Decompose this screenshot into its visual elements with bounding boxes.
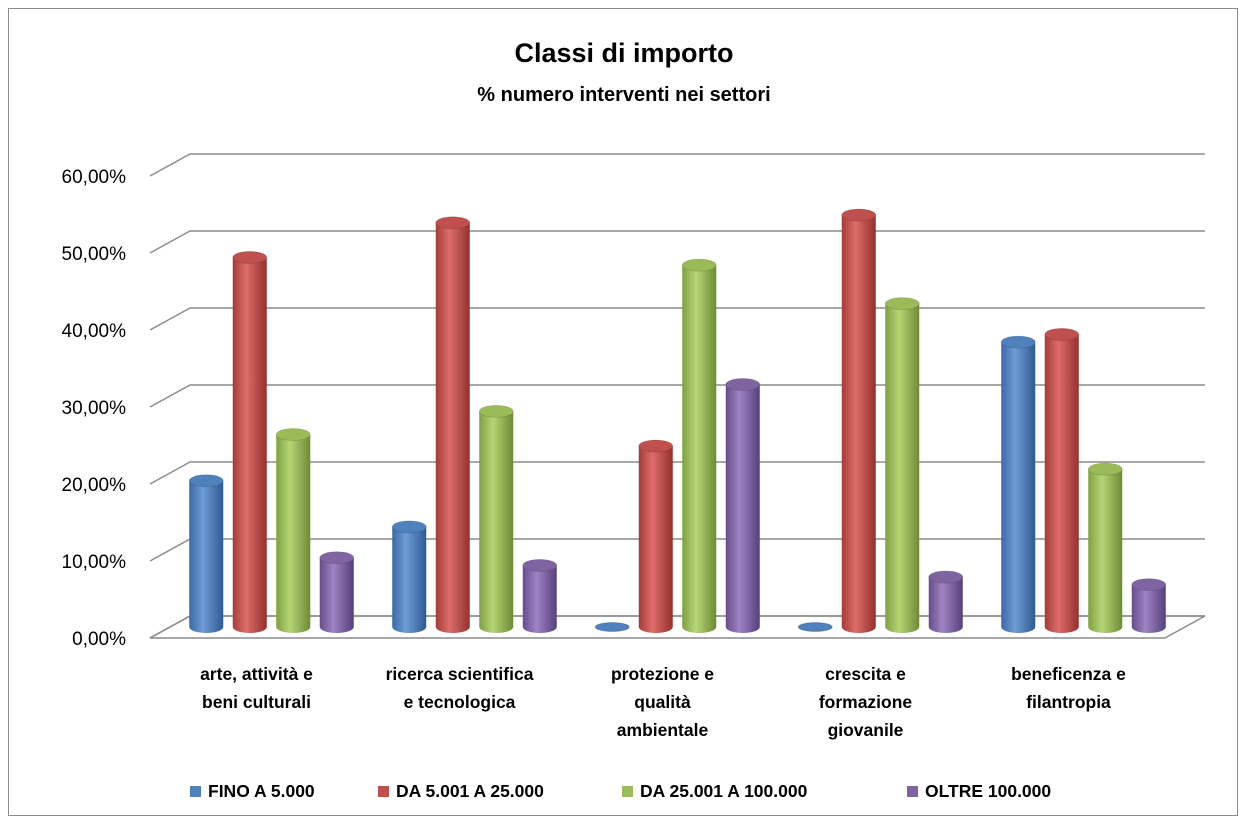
legend-swatch	[907, 786, 918, 797]
bar-body	[638, 446, 673, 633]
bar-top	[638, 439, 674, 453]
bar-body	[1001, 342, 1036, 633]
bar	[1000, 335, 1036, 633]
legend-label: FINO A 5.000	[208, 781, 315, 801]
bar-body	[522, 565, 557, 633]
bar-top	[1087, 462, 1123, 476]
bar-body	[189, 480, 224, 633]
x-category-label: beneficenza e filantropia	[1011, 664, 1126, 712]
y-tick-label: 60,00%	[62, 167, 127, 188]
bar-top	[1044, 327, 1080, 341]
x-category-label: crescita e formazione giovanile	[819, 664, 913, 740]
bar-top	[232, 250, 268, 264]
bar-top	[522, 559, 558, 572]
bar-body	[682, 265, 717, 633]
x-category-label: ricerca scientifica e tecnologica	[386, 664, 534, 712]
bar-body	[1131, 584, 1166, 633]
bar-top	[725, 378, 761, 391]
legend-item: DA 5.001 A 25.000	[378, 781, 544, 801]
bar-body	[885, 303, 920, 633]
gridline	[149, 153, 1205, 177]
bar-body	[841, 215, 876, 634]
x-category-label: protezione e qualità ambientale	[611, 664, 714, 740]
legend-label: DA 5.001 A 25.000	[396, 781, 544, 801]
bar-top	[275, 428, 311, 441]
bar	[1087, 462, 1123, 633]
bar-top	[319, 551, 355, 565]
y-tick-label: 10,00%	[62, 552, 127, 573]
bar-body	[276, 434, 311, 633]
chart-title: Classi di importo	[514, 38, 734, 68]
bar-top	[797, 622, 833, 632]
bar	[478, 404, 514, 633]
bar-body	[392, 526, 427, 633]
bar	[884, 297, 920, 633]
legend-item: OLTRE 100.000	[907, 781, 1051, 801]
bar-top	[884, 297, 920, 311]
bar	[1131, 578, 1167, 633]
legend-swatch	[378, 786, 389, 797]
bar	[391, 520, 427, 633]
y-tick-label: 30,00%	[62, 398, 127, 419]
y-tick-label: 0,00%	[72, 629, 126, 650]
legend-label: DA 25.001 A 100.000	[640, 781, 808, 801]
chart-subtitle: % numero interventi nei settori	[477, 84, 771, 106]
bar	[319, 551, 355, 633]
bar-top	[188, 474, 224, 488]
bar	[725, 378, 761, 633]
bar-body	[319, 557, 354, 633]
bar-body	[232, 257, 267, 633]
bar	[188, 474, 224, 633]
bar	[522, 559, 558, 633]
bar-body	[435, 222, 470, 633]
bar-body	[928, 576, 963, 633]
bar-top	[478, 404, 514, 418]
bar-top	[435, 216, 471, 230]
bar-body	[1044, 334, 1079, 633]
bar-body	[1088, 469, 1123, 633]
legend-swatch	[622, 786, 633, 797]
bar	[841, 208, 877, 634]
bar	[232, 250, 268, 633]
bar-top	[681, 258, 717, 272]
legend-label: OLTRE 100.000	[925, 781, 1051, 801]
bar-top	[1000, 335, 1036, 349]
legend-swatch	[190, 786, 201, 797]
bar	[797, 622, 833, 632]
y-tick-label: 50,00%	[62, 244, 127, 265]
x-category-label: arte, attività e beni culturali	[200, 664, 313, 712]
gridline	[149, 307, 1205, 331]
bar	[681, 258, 717, 633]
bar	[1044, 327, 1080, 633]
bar-top	[594, 622, 630, 632]
bar	[638, 439, 674, 633]
legend-item: FINO A 5.000	[190, 781, 315, 801]
bar-top	[841, 208, 877, 222]
y-tick-label: 40,00%	[62, 321, 127, 342]
bar-body	[479, 411, 514, 633]
legend-item: DA 25.001 A 100.000	[622, 781, 808, 801]
bar	[435, 216, 471, 633]
bar	[275, 428, 311, 633]
bar-body	[725, 384, 760, 633]
y-tick-label: 20,00%	[62, 475, 127, 496]
bar	[594, 622, 630, 632]
bar-top	[928, 570, 964, 584]
bar-top	[1131, 578, 1167, 592]
bar	[928, 570, 964, 633]
gridline	[149, 230, 1205, 254]
bar-top	[391, 520, 427, 534]
